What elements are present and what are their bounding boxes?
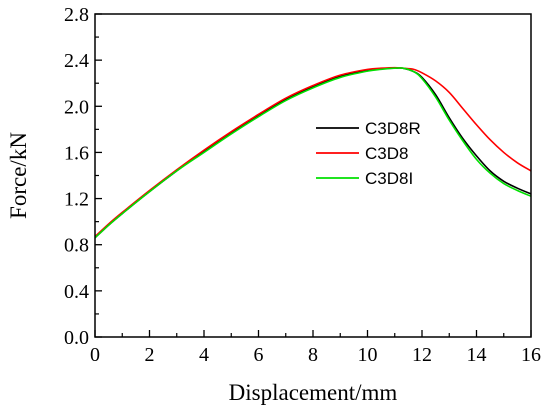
x-tick-label: 12 xyxy=(412,344,432,366)
y-tick-label: 1.2 xyxy=(64,189,89,211)
y-tick-label: 2.4 xyxy=(64,50,89,72)
y-tick-label: 0.4 xyxy=(64,281,89,303)
x-axis-title: Displacement/mm xyxy=(229,380,398,405)
x-tick-label: 8 xyxy=(308,344,318,366)
plot-frame xyxy=(94,13,532,338)
legend: C3D8R C3D8 C3D8I xyxy=(316,119,421,188)
y-axis-title: Force/kN xyxy=(6,132,31,219)
series-line-c3d8i xyxy=(94,67,532,239)
legend-label-c3d8r: C3D8R xyxy=(365,119,421,138)
y-tick-label: 0.0 xyxy=(64,327,89,349)
y-tick-label: 2.8 xyxy=(64,4,89,26)
x-tick-label: 0 xyxy=(90,344,100,366)
x-tick-label: 10 xyxy=(358,344,378,366)
y-tick-label: 0.8 xyxy=(64,235,89,257)
x-tick-label: 16 xyxy=(521,344,541,366)
series-line-c3d8r xyxy=(94,67,532,239)
x-tick-label: 6 xyxy=(254,344,264,366)
x-tick-label: 14 xyxy=(467,344,487,366)
x-tick-label: 2 xyxy=(145,344,155,366)
series-line-c3d8 xyxy=(94,66,532,238)
y-tick-label: 1.6 xyxy=(64,142,89,164)
series-layer xyxy=(94,66,532,239)
ticks-layer: 0 2 4 6 8 10 12 14 16 0.0 0.4 0.8 1.2 1.6 2.0 2.4 2.8 xyxy=(64,4,541,366)
y-tick-label: 2.0 xyxy=(64,96,89,118)
legend-label-c3d8i: C3D8I xyxy=(365,169,413,188)
legend-label-c3d8: C3D8 xyxy=(365,144,408,163)
x-tick-label: 4 xyxy=(199,344,209,366)
